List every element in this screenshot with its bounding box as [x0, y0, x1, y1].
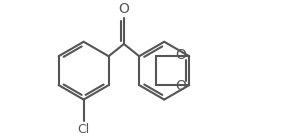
Text: Cl: Cl — [78, 123, 90, 136]
Text: O: O — [176, 48, 187, 62]
Text: O: O — [176, 79, 187, 93]
Text: O: O — [118, 2, 130, 16]
